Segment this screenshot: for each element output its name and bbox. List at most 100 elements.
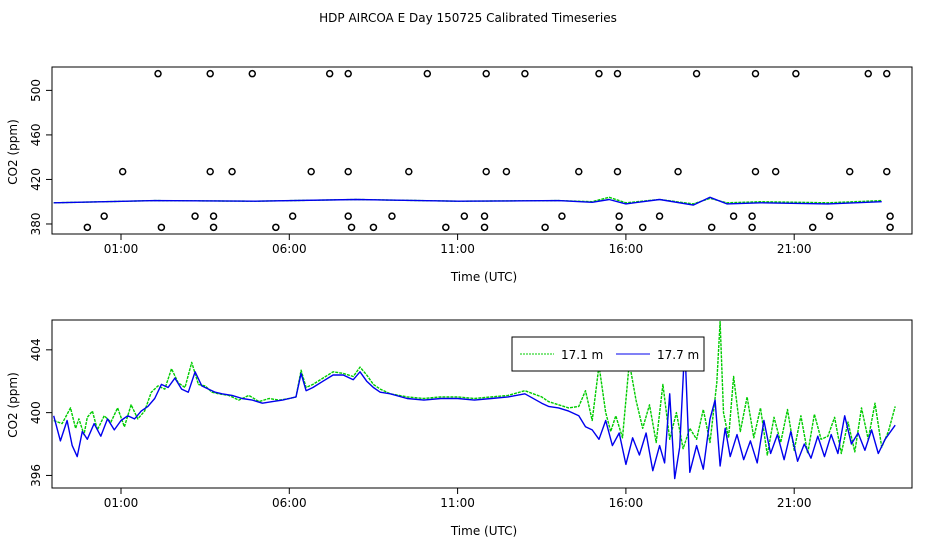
x-tick-label: 11:00 bbox=[440, 496, 475, 510]
calibration-point bbox=[692, 69, 701, 78]
legend-box bbox=[511, 336, 705, 372]
series-line-blue bbox=[53, 196, 882, 206]
calibration-point bbox=[206, 167, 214, 176]
calibration-point bbox=[307, 167, 315, 176]
calibration-point bbox=[751, 167, 760, 176]
bottom-y-axis-label: CO2 (ppm) bbox=[6, 372, 20, 438]
calibration-point bbox=[388, 212, 396, 220]
calibration-point bbox=[674, 167, 682, 176]
calibration-point bbox=[288, 212, 297, 220]
calibration-point bbox=[209, 212, 218, 220]
calibration-point bbox=[272, 223, 280, 232]
x-tick-label: 16:00 bbox=[609, 496, 644, 510]
calibration-point bbox=[405, 167, 413, 176]
x-tick-label: 06:00 bbox=[272, 242, 307, 256]
calibration-point bbox=[347, 223, 356, 232]
legend-label-17-7m: 17.7 m bbox=[657, 348, 699, 362]
calibration-point bbox=[729, 212, 738, 220]
calibration-point bbox=[482, 69, 490, 78]
calibration-point bbox=[521, 69, 529, 78]
chart-title: HDP AIRCOA E Day 150725 Calibrated Times… bbox=[319, 11, 617, 25]
y-tick-label: 460 bbox=[29, 123, 43, 146]
calibration-point bbox=[864, 69, 872, 78]
calibration-point bbox=[206, 69, 214, 78]
calibration-point bbox=[638, 223, 647, 232]
x-tick-label: 16:00 bbox=[609, 242, 644, 256]
top-plot-frame bbox=[51, 66, 913, 235]
calibration-point bbox=[792, 69, 800, 78]
calibration-point bbox=[442, 223, 450, 232]
calibration-point bbox=[154, 69, 162, 78]
calibration-point bbox=[344, 167, 352, 176]
y-tick-label: 396 bbox=[29, 464, 43, 487]
calibration-point bbox=[615, 223, 623, 232]
calibration-point bbox=[748, 223, 756, 232]
calibration-point bbox=[558, 212, 566, 220]
calibration-point bbox=[771, 167, 780, 176]
calibration-point bbox=[845, 167, 854, 176]
y-tick-label: 404 bbox=[29, 338, 43, 361]
calibration-point bbox=[460, 212, 469, 220]
calibration-point bbox=[118, 167, 127, 176]
y-tick-label: 380 bbox=[29, 213, 43, 236]
top-x-axis-label: Time (UTC) bbox=[450, 270, 517, 284]
calibration-point bbox=[575, 167, 583, 176]
calibration-point bbox=[808, 223, 817, 232]
top-y-axis-label: CO2 (ppm) bbox=[6, 119, 20, 185]
calibration-point bbox=[883, 167, 891, 176]
top-calibration-points bbox=[83, 69, 894, 232]
top-y-axis: 380 420 460 500 bbox=[29, 79, 52, 236]
calibration-point bbox=[480, 212, 489, 220]
calibration-point bbox=[541, 223, 549, 232]
calibration-point bbox=[886, 223, 894, 232]
top-series-lines bbox=[53, 196, 882, 206]
calibration-point bbox=[883, 69, 891, 78]
series-line-blue bbox=[53, 344, 896, 480]
calibration-point bbox=[613, 69, 622, 78]
calibration-point bbox=[325, 69, 334, 78]
calibration-point bbox=[209, 223, 218, 232]
calibration-point bbox=[480, 223, 489, 232]
calibration-point bbox=[83, 223, 92, 232]
calibration-point bbox=[157, 223, 166, 232]
calibration-point bbox=[707, 223, 716, 232]
x-tick-label: 21:00 bbox=[777, 242, 812, 256]
legend-label-17-1m: 17.1 m bbox=[561, 348, 603, 362]
bottom-x-axis-label: Time (UTC) bbox=[450, 524, 517, 538]
calibration-point bbox=[248, 69, 257, 78]
bottom-y-axis: 396 400 404 bbox=[29, 338, 52, 487]
series-line-green bbox=[53, 320, 896, 456]
calibration-point bbox=[615, 212, 623, 220]
y-tick-label: 420 bbox=[29, 168, 43, 191]
calibration-point bbox=[482, 167, 490, 176]
top-x-axis: 01:00 06:00 11:00 16:00 21:00 bbox=[104, 234, 812, 256]
calibration-point bbox=[502, 167, 511, 176]
y-tick-label: 500 bbox=[29, 79, 43, 102]
x-tick-label: 21:00 bbox=[777, 496, 812, 510]
calibration-point bbox=[613, 167, 622, 176]
calibration-point bbox=[886, 212, 894, 220]
calibration-point bbox=[228, 167, 236, 176]
bottom-series-lines bbox=[53, 320, 896, 480]
bottom-x-axis: 01:00 06:00 11:00 16:00 21:00 bbox=[104, 488, 812, 510]
calibration-point bbox=[825, 212, 834, 220]
calibration-point bbox=[100, 212, 108, 220]
top-panel: 01:00 06:00 11:00 16:00 21:00 380 420 460 500 T… bbox=[6, 66, 913, 284]
calibration-point bbox=[423, 69, 432, 78]
calibration-point bbox=[369, 223, 378, 232]
x-tick-label: 06:00 bbox=[272, 496, 307, 510]
calibration-point bbox=[751, 69, 760, 78]
calibration-point bbox=[344, 69, 352, 78]
legend: 17.1 m 17.7 m bbox=[511, 336, 705, 372]
bottom-panel: 01:00 06:00 11:00 16:00 21:00 396 400 404 Time… bbox=[6, 319, 913, 538]
calibration-point bbox=[595, 69, 603, 78]
y-tick-label: 400 bbox=[29, 401, 43, 424]
x-tick-label: 01:00 bbox=[104, 242, 139, 256]
calibration-point bbox=[191, 212, 199, 220]
calibration-point bbox=[655, 212, 664, 220]
bottom-plot-frame bbox=[51, 319, 913, 489]
x-tick-label: 11:00 bbox=[440, 242, 475, 256]
calibration-point bbox=[748, 212, 756, 220]
calibration-point bbox=[344, 212, 352, 220]
